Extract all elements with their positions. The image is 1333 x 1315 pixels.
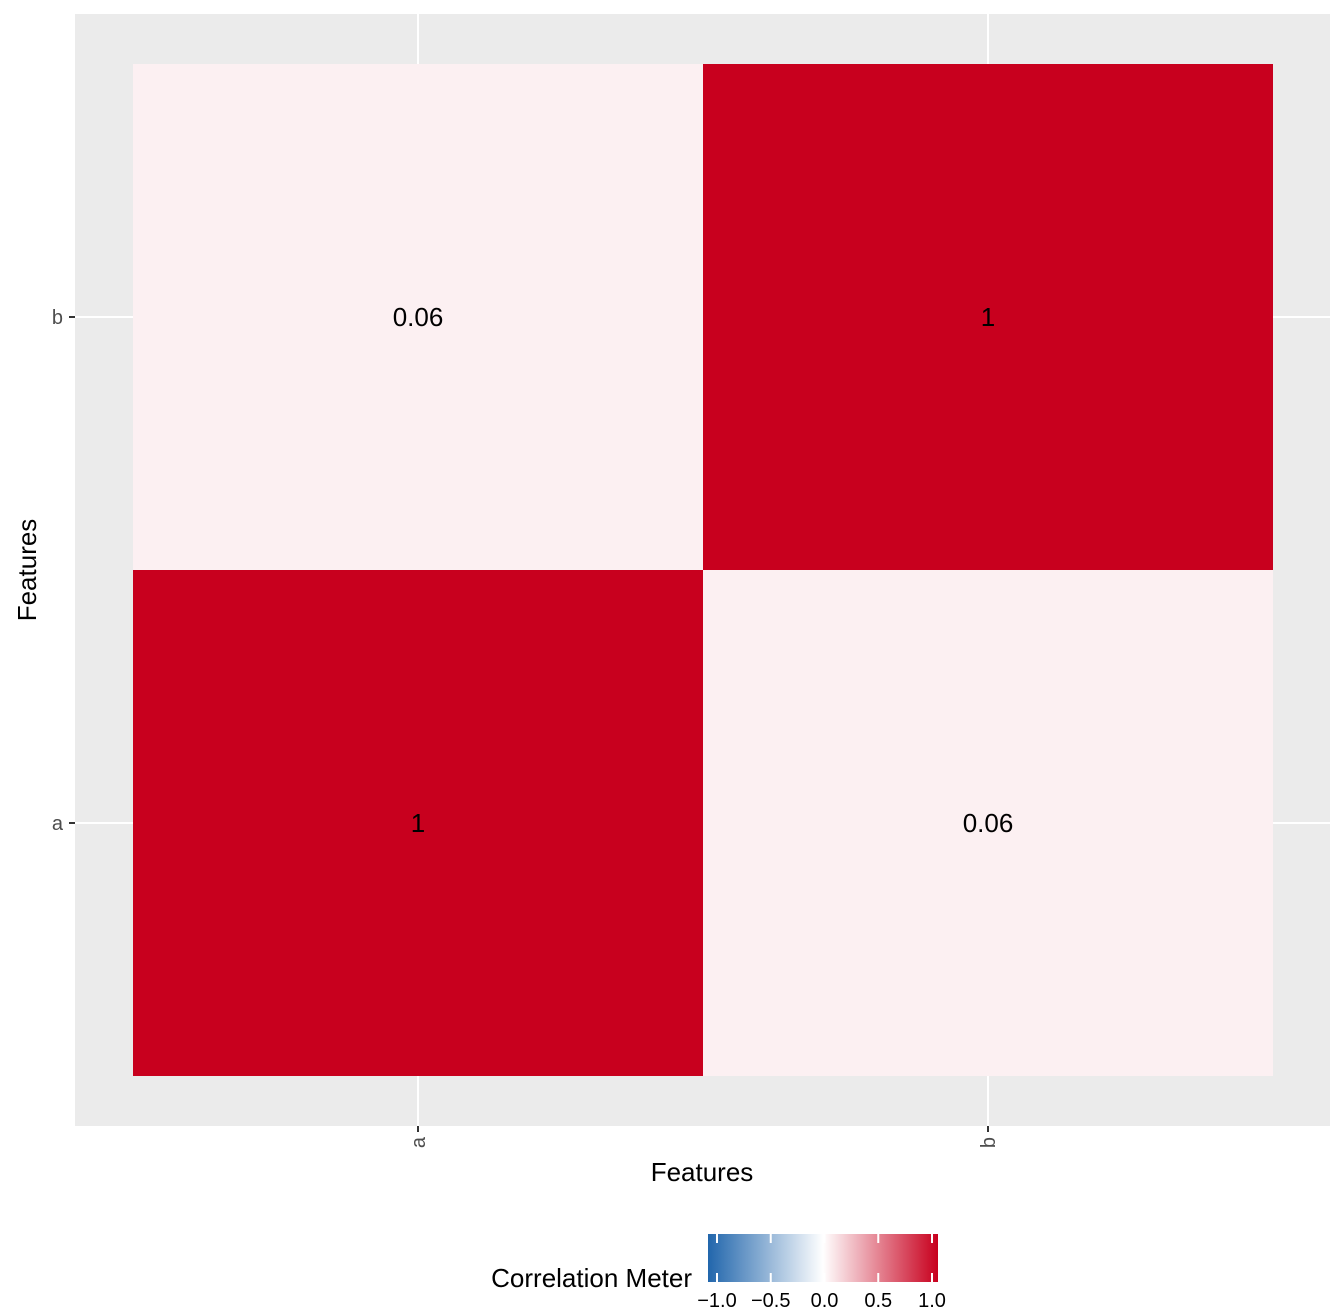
cell-value-label: 1	[981, 302, 995, 332]
legend-ticks: −1.0 −0.5 0.0 0.5 1.0	[697, 1234, 946, 1312]
legend: Correlation Meter −1.0 −0.5 0.0 0.5 1.0	[491, 1234, 946, 1312]
cell-value-label: 0.06	[963, 808, 1014, 838]
heatmap-cell	[703, 570, 1273, 1076]
y-axis-title: Features	[12, 519, 42, 622]
heatmap-cells	[133, 64, 1273, 1076]
legend-tick-label: 1.0	[918, 1290, 946, 1312]
y-tick-label: b	[52, 307, 63, 329]
x-axis-title: Features	[651, 1157, 754, 1187]
legend-title: Correlation Meter	[491, 1263, 692, 1293]
heatmap-cell	[703, 64, 1273, 570]
x-tick-label: a	[408, 1136, 430, 1148]
legend-colorbar	[708, 1234, 938, 1282]
legend-tick-label: −0.5	[751, 1290, 790, 1312]
heatmap-cell	[133, 570, 703, 1076]
cell-value-label: 1	[411, 808, 425, 838]
x-tick-label: b	[978, 1137, 1000, 1148]
cell-labels: 1 0.06 0.06 1	[393, 302, 1014, 838]
heatmap-cell	[133, 64, 703, 570]
y-axis: ab	[52, 307, 75, 835]
legend-tick-label: 0.0	[811, 1290, 839, 1312]
cell-value-label: 0.06	[393, 302, 444, 332]
legend-tick-label: −1.0	[697, 1290, 736, 1312]
y-tick-label: a	[52, 813, 64, 835]
legend-tick-label: 0.5	[864, 1290, 892, 1312]
